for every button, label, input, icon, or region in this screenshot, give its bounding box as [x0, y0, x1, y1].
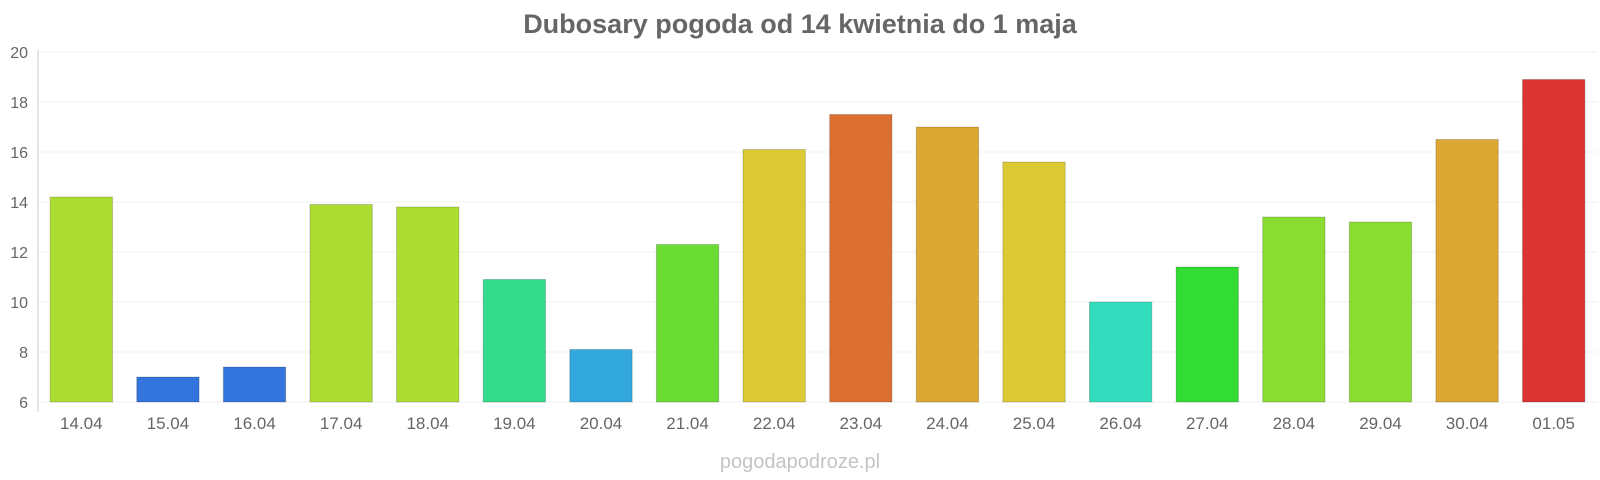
x-tick-label: 29.04 — [1359, 414, 1402, 433]
x-axis-ticks: 14.04 15.04 16.04 17.04 18.04 19.04 20.04 21.04… — [60, 414, 1575, 433]
y-axis-ticks: 6 8 10 12 14 16 18 20 — [10, 45, 28, 412]
x-tick-label: 22.04 — [753, 414, 796, 433]
bar-29.04 — [1348, 221, 1413, 403]
y-tick-label: 16 — [10, 145, 28, 162]
y-tick-label: 6 — [19, 395, 28, 412]
grid-lines — [38, 51, 1597, 403]
bar-20.04 — [569, 349, 633, 403]
bar-18.04 — [396, 206, 460, 403]
bar-16.04 — [222, 366, 287, 403]
bar-21.04 — [655, 244, 720, 403]
bar-27.04 — [1175, 266, 1239, 403]
x-tick-label: 24.04 — [926, 414, 969, 433]
x-tick-label: 15.04 — [147, 414, 190, 433]
x-tick-label: 21.04 — [666, 414, 709, 433]
bar-14.04 — [49, 196, 113, 403]
bar-24.04 — [915, 126, 980, 403]
x-tick-label: 30.04 — [1446, 414, 1489, 433]
bar-23.04 — [829, 114, 893, 403]
x-tick-label: 28.04 — [1273, 414, 1316, 433]
y-tick-label: 12 — [10, 245, 28, 262]
x-tick-label: 25.04 — [1013, 414, 1056, 433]
x-tick-label: 01.05 — [1532, 414, 1575, 433]
watermark-text: pogodapodroze.pl — [720, 451, 880, 473]
y-tick-label: 18 — [10, 95, 28, 112]
x-tick-label: 16.04 — [233, 414, 276, 433]
y-tick-label: 20 — [10, 45, 28, 62]
x-tick-label: 26.04 — [1099, 414, 1142, 433]
y-tick-label: 10 — [10, 295, 28, 312]
bar-15.04 — [136, 376, 200, 403]
bar-19.04 — [482, 279, 547, 403]
y-tick-label: 14 — [10, 195, 28, 212]
bar-22.04 — [742, 149, 806, 403]
x-tick-label: 17.04 — [320, 414, 363, 433]
x-tick-label: 23.04 — [840, 414, 883, 433]
bar-26.04 — [1088, 301, 1153, 403]
bar-30.04 — [1435, 139, 1499, 403]
x-tick-label: 18.04 — [406, 414, 449, 433]
x-tick-label: 14.04 — [60, 414, 103, 433]
bar-28.04 — [1262, 216, 1326, 403]
bar-01.05 — [1522, 79, 1586, 403]
chart-title: Dubosary pogoda od 14 kwietnia do 1 maja — [523, 9, 1078, 39]
y-tick-label: 8 — [19, 345, 28, 362]
x-tick-label: 19.04 — [493, 414, 536, 433]
x-tick-label: 27.04 — [1186, 414, 1229, 433]
x-tick-label: 20.04 — [580, 414, 623, 433]
bar-25.04 — [1002, 161, 1066, 403]
bar-17.04 — [309, 204, 373, 403]
bars — [49, 79, 1586, 403]
